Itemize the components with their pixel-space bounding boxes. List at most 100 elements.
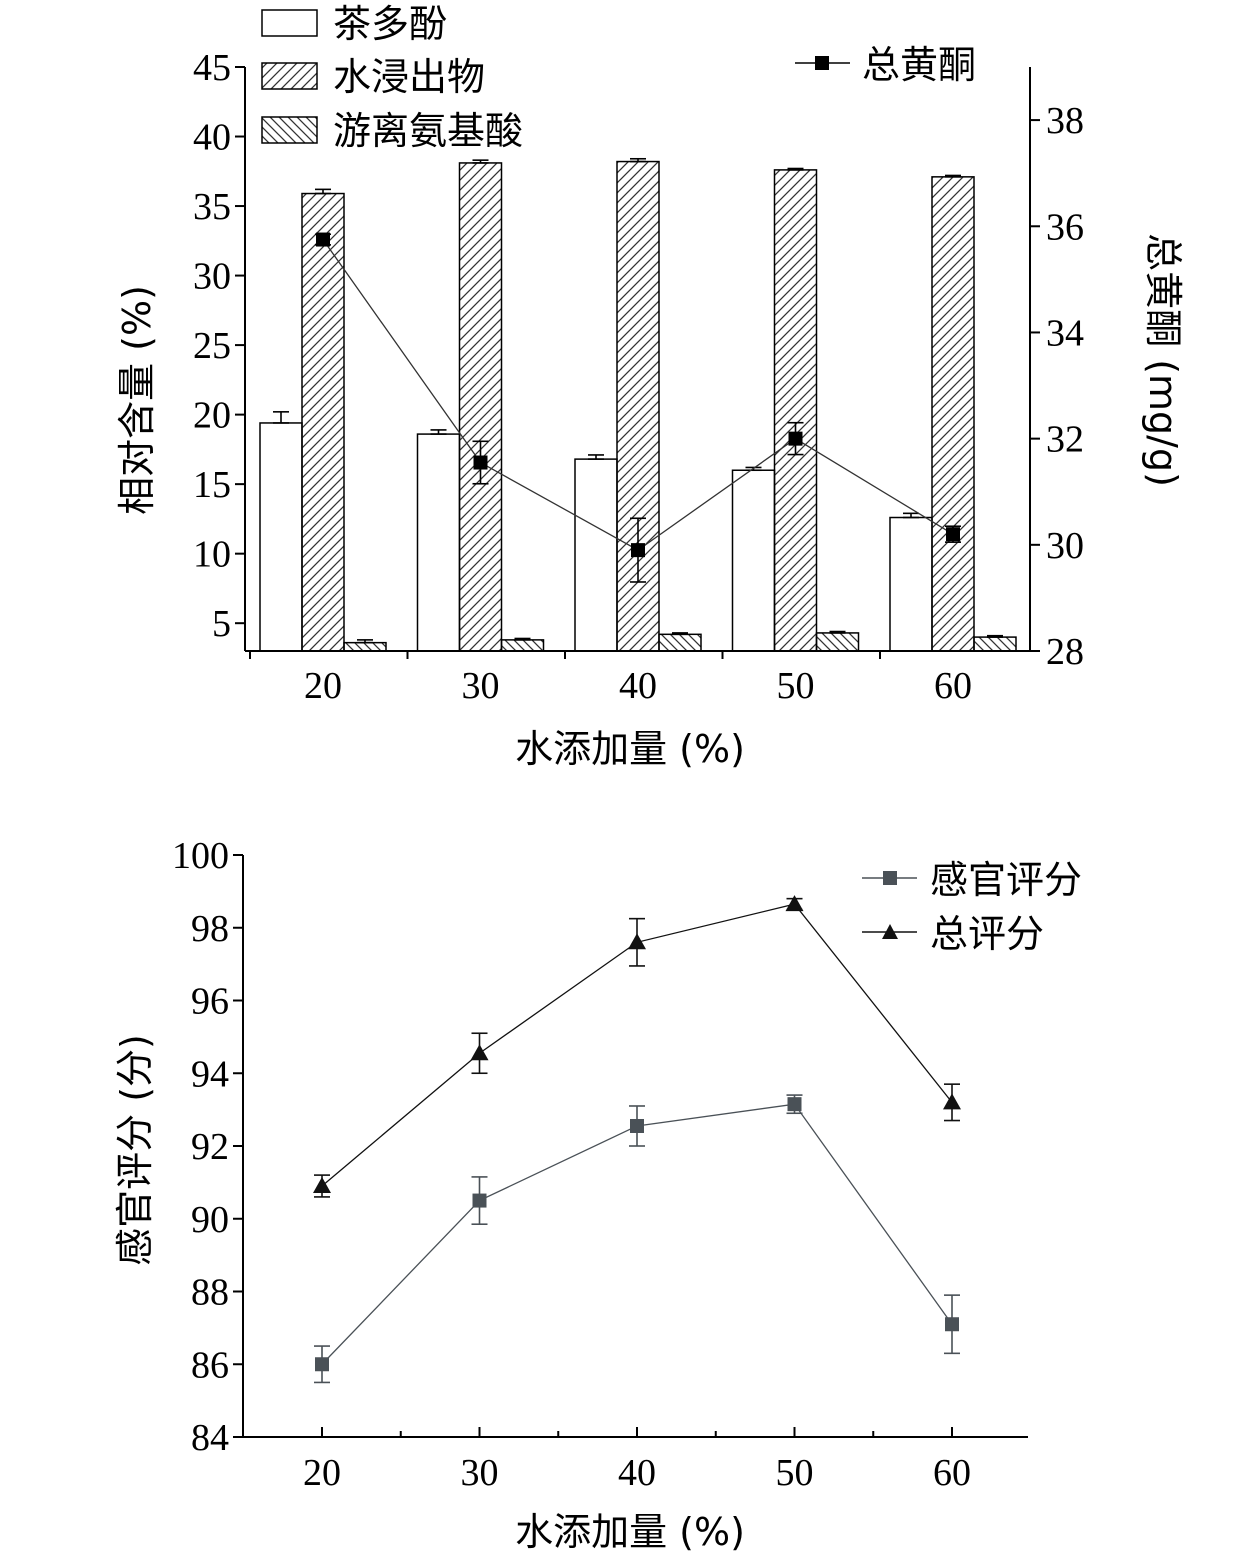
point-total-60 bbox=[943, 1093, 961, 1110]
chart2-y-axis-label: 感官评分 (分) bbox=[113, 1034, 157, 1266]
chart1-left-axis-label: 相对含量 (%) bbox=[115, 285, 159, 515]
y-tick-label-10: 10 bbox=[193, 534, 231, 576]
point-flavonoid-50 bbox=[788, 431, 803, 446]
point-sensory-30 bbox=[472, 1193, 487, 1208]
chart1-flavonoid-line bbox=[315, 232, 961, 583]
c2-y-tick-label-90: 90 bbox=[191, 1199, 229, 1241]
chart1-left-ticks: 5 10 15 20 25 30 35 40 45 bbox=[193, 47, 245, 645]
y-tick-label-15: 15 bbox=[193, 464, 231, 506]
c2-y-tick-label-84: 84 bbox=[191, 1417, 229, 1459]
error-free-amino-acid-20 bbox=[357, 639, 373, 644]
bar-water-extract-50 bbox=[773, 169, 818, 652]
c2-x-tick-label-40: 40 bbox=[618, 1452, 656, 1494]
bar-free-amino-acid-60 bbox=[973, 636, 1017, 652]
chart1-bars bbox=[259, 160, 1017, 652]
legend-swatch-tea-polyphenol bbox=[261, 9, 318, 37]
y-tick-label-30: 30 bbox=[193, 256, 231, 298]
legend-swatch-water-extract bbox=[261, 62, 318, 90]
error-water-extract-20 bbox=[315, 188, 331, 195]
chart1-error-bars bbox=[273, 157, 1003, 644]
x-tick-label-30: 30 bbox=[462, 665, 500, 707]
y2-tick-label-34: 34 bbox=[1046, 312, 1084, 354]
y-tick-label-40: 40 bbox=[193, 117, 231, 159]
c2-y-tick-label-88: 88 bbox=[191, 1272, 229, 1314]
x-tick-label-40: 40 bbox=[619, 665, 657, 707]
legend-label-flavonoid: 总黄酮 bbox=[862, 43, 976, 87]
error-tea-polyphenol-20 bbox=[273, 411, 289, 424]
bar-tea-polyphenol-40 bbox=[574, 458, 618, 652]
bar-tea-polyphenol-30 bbox=[416, 433, 461, 652]
y2-tick-label-28: 28 bbox=[1046, 631, 1084, 673]
c2-x-tick-label-50: 50 bbox=[776, 1452, 814, 1494]
bar-free-amino-acid-40 bbox=[658, 633, 702, 652]
legend-label-water-extract: 水浸出物 bbox=[333, 55, 485, 99]
y-tick-label-35: 35 bbox=[193, 186, 231, 228]
legend-swatch-free-amino-acid bbox=[261, 116, 318, 144]
c2-x-tick-label-30: 30 bbox=[461, 1452, 499, 1494]
chart1-x-axis-label: 水添加量 (%) bbox=[515, 727, 745, 771]
y-tick-label-20: 20 bbox=[193, 395, 231, 437]
point-flavonoid-60 bbox=[946, 527, 960, 542]
legend-label-total: 总评分 bbox=[930, 912, 1044, 956]
bar-free-amino-acid-20 bbox=[343, 641, 387, 652]
bar-tea-polyphenol-20 bbox=[259, 422, 303, 652]
point-sensory-40 bbox=[630, 1118, 644, 1133]
error-water-extract-60 bbox=[945, 174, 961, 178]
y2-tick-label-32: 32 bbox=[1046, 419, 1084, 461]
y2-tick-label-38: 38 bbox=[1046, 100, 1084, 142]
point-sensory-20 bbox=[315, 1357, 329, 1372]
y-tick-label-25: 25 bbox=[193, 325, 231, 367]
chart2-error-bars bbox=[314, 897, 960, 1384]
chart2-x-axis-label: 水添加量 (%) bbox=[515, 1510, 745, 1554]
bar-tea-polyphenol-60 bbox=[889, 516, 933, 652]
legend-marker-total bbox=[882, 924, 898, 939]
point-sensory-60 bbox=[945, 1317, 959, 1332]
point-flavonoid-40 bbox=[631, 543, 645, 558]
point-sensory-50 bbox=[787, 1097, 802, 1112]
y-tick-label-5: 5 bbox=[212, 603, 231, 645]
legend-label-sensory: 感官评分 bbox=[930, 858, 1082, 902]
error-water-extract-50 bbox=[787, 167, 804, 171]
point-total-40 bbox=[628, 933, 646, 950]
error-free-amino-acid-40 bbox=[672, 632, 688, 636]
point-flavonoid-20 bbox=[316, 232, 330, 247]
c2-y-tick-label-98: 98 bbox=[191, 908, 229, 950]
y2-tick-label-30: 30 bbox=[1046, 525, 1084, 567]
bar-free-amino-acid-50 bbox=[815, 632, 860, 652]
legend-marker-flavonoid bbox=[815, 56, 829, 70]
c2-y-tick-label-92: 92 bbox=[191, 1126, 229, 1168]
error-free-amino-acid-30 bbox=[514, 637, 531, 641]
error-tea-polyphenol-40 bbox=[588, 454, 604, 460]
point-total-50 bbox=[785, 895, 804, 912]
legend-marker-sensory bbox=[883, 871, 897, 885]
error-water-extract-30 bbox=[472, 159, 489, 164]
x-tick-label-50: 50 bbox=[777, 665, 815, 707]
x-tick-label-20: 20 bbox=[304, 665, 342, 707]
chart2-x-ticks: 20 30 40 50 60 bbox=[303, 1427, 971, 1494]
c2-x-tick-label-60: 60 bbox=[933, 1452, 971, 1494]
c2-y-tick-label-86: 86 bbox=[191, 1344, 229, 1386]
chart2-legend: 感官评分 总评分 bbox=[862, 858, 1082, 956]
chart-1: 5 10 15 20 25 30 35 40 45 28 30 32 34 36 38 20 30 40 50 6… bbox=[115, 2, 1185, 771]
chart1-right-ticks: 28 30 32 34 36 38 bbox=[1030, 100, 1084, 673]
y2-tick-label-36: 36 bbox=[1046, 206, 1084, 248]
c2-y-tick-label-96: 96 bbox=[191, 981, 229, 1023]
point-total-30 bbox=[470, 1044, 489, 1061]
x-tick-label-60: 60 bbox=[934, 665, 972, 707]
error-free-amino-acid-50 bbox=[829, 630, 846, 634]
c2-x-tick-label-20: 20 bbox=[303, 1452, 341, 1494]
legend-label-tea-polyphenol: 茶多酚 bbox=[333, 2, 447, 46]
error-tea-polyphenol-30 bbox=[430, 429, 447, 435]
chart2-lines bbox=[313, 895, 961, 1372]
c2-y-tick-label-100: 100 bbox=[172, 835, 229, 877]
c2-y-tick-label-94: 94 bbox=[191, 1053, 229, 1095]
point-flavonoid-30 bbox=[473, 455, 488, 470]
bar-water-extract-30 bbox=[458, 162, 503, 652]
y-tick-label-45: 45 bbox=[193, 47, 231, 89]
error-tea-polyphenol-60 bbox=[903, 512, 919, 519]
point-total-20 bbox=[313, 1177, 331, 1194]
chart1-legend: 茶多酚 水浸出物 游离氨基酸 总黄酮 bbox=[261, 2, 976, 153]
chart1-right-axis-label: 总黄酮 (mg/g) bbox=[1141, 233, 1185, 487]
